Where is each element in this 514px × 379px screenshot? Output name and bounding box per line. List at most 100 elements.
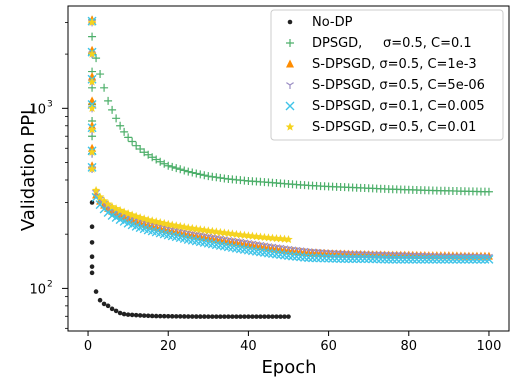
data-point: [468, 254, 478, 264]
data-point: [284, 234, 293, 244]
data-point: [316, 253, 326, 263]
data-point: [266, 314, 271, 319]
data-point: [222, 314, 227, 319]
data-point: [420, 254, 430, 264]
data-point: [87, 17, 97, 27]
data-point: [320, 253, 330, 263]
data-point: [121, 311, 127, 317]
data-point: [113, 308, 119, 314]
data-point: [380, 254, 390, 264]
legend-label: No-DP: [312, 15, 353, 30]
data-point: [472, 254, 482, 264]
legend-marker: [287, 19, 293, 25]
data-point: [484, 187, 493, 196]
data-point: [428, 254, 438, 264]
series-0: [89, 200, 291, 319]
legend-label: S-DPSGD, σ=0.5, C=1e-3: [312, 57, 477, 72]
data-point: [484, 254, 494, 264]
data-point: [278, 314, 283, 319]
y-axis-label: Validation PPL: [18, 105, 39, 231]
data-point: [184, 167, 193, 176]
data-point: [348, 254, 358, 264]
data-point: [87, 147, 97, 156]
data-point: [336, 254, 346, 264]
y-tick-exponent: 3: [47, 99, 53, 109]
data-point: [226, 314, 231, 319]
data-point: [189, 314, 195, 319]
data-point: [124, 133, 133, 142]
data-point: [448, 254, 458, 264]
data-point: [242, 314, 247, 319]
data-point: [274, 314, 279, 319]
legend-marker: [286, 59, 294, 68]
data-point: [312, 253, 322, 263]
data-point: [177, 314, 183, 319]
data-point: [452, 254, 462, 264]
data-point: [87, 103, 97, 112]
data-point: [214, 314, 219, 319]
data-point: [210, 314, 215, 319]
legend-label: DPSGD, σ=0.5, C=0.1: [312, 36, 472, 51]
plot-frame: [67, 5, 510, 332]
series-1: [88, 15, 493, 196]
data-point: [282, 314, 287, 319]
data-point: [97, 297, 103, 303]
data-point: [424, 254, 434, 264]
data-point: [340, 254, 350, 264]
data-point: [230, 314, 235, 319]
data-point: [352, 254, 362, 264]
legend-marker: [285, 122, 295, 131]
data-point: [120, 127, 129, 136]
data-point: [164, 161, 173, 170]
data-point: [332, 253, 342, 263]
data-point: [157, 313, 163, 319]
data-point: [153, 313, 159, 319]
data-point: [176, 165, 185, 174]
data-point: [95, 192, 105, 201]
x-axis-label: Epoch: [261, 357, 316, 378]
data-point: [360, 254, 370, 264]
data-point: [89, 224, 95, 230]
data-point: [344, 254, 354, 264]
data-point: [368, 254, 378, 264]
data-point: [324, 253, 334, 263]
data-point: [88, 121, 97, 130]
data-point: [133, 312, 139, 318]
data-point: [104, 96, 113, 105]
data-point: [286, 314, 291, 319]
data-point: [129, 312, 135, 318]
x-tick-label: 80: [400, 339, 417, 354]
data-point: [168, 162, 177, 171]
data-point: [149, 313, 155, 319]
x-tick-label: 100: [477, 339, 502, 354]
x-tick-label: 0: [84, 339, 92, 354]
x-tick-label: 20: [160, 339, 177, 354]
data-point: [254, 314, 259, 319]
data-point: [172, 164, 181, 173]
data-point: [180, 166, 189, 175]
legend-marker: [286, 82, 294, 89]
data-point: [432, 254, 442, 264]
data-point: [270, 314, 275, 319]
data-point: [116, 121, 125, 130]
data-point: [144, 150, 153, 159]
data-point: [250, 314, 255, 319]
data-point: [93, 289, 99, 294]
data-point: [152, 155, 161, 164]
legend-box: [270, 9, 504, 141]
data-point: [464, 254, 474, 264]
data-point: [304, 253, 314, 263]
data-point: [188, 168, 197, 177]
data-point: [91, 192, 101, 202]
data-point: [416, 254, 426, 264]
data-point: [117, 310, 123, 316]
data-point: [87, 164, 97, 173]
data-point: [109, 306, 115, 312]
data-point: [372, 254, 382, 264]
data-point: [91, 185, 101, 195]
data-point: [328, 253, 338, 263]
data-point: [480, 254, 490, 264]
data-point: [87, 125, 97, 134]
data-point: [258, 314, 263, 319]
data-point: [145, 313, 151, 319]
